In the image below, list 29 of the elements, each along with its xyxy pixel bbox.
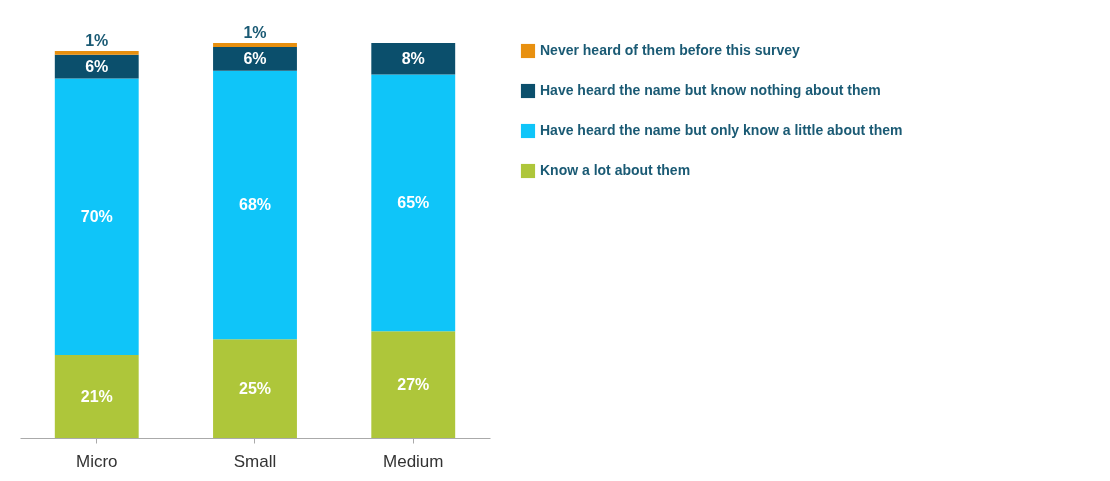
- bar: [213, 43, 297, 47]
- data-label: 6%: [85, 57, 109, 75]
- bar: [213, 46, 297, 71]
- data-label: 27%: [397, 375, 430, 393]
- legend-label: Never heard of them before this survey: [540, 42, 801, 58]
- bar: [54, 54, 139, 79]
- bar: [371, 331, 456, 438]
- data-label: 8%: [401, 49, 425, 67]
- data-label: 68%: [238, 195, 272, 213]
- data-label: 21%: [80, 387, 113, 405]
- x-tick-label: Micro: [75, 451, 118, 471]
- bar: [54, 78, 139, 356]
- bar: [213, 339, 297, 438]
- data-label: 25%: [238, 379, 272, 397]
- x-tick-label: Medium: [383, 451, 444, 471]
- bar: [54, 50, 139, 55]
- legend-label: Have heard the name but only know a little about them: [540, 122, 903, 138]
- data-label: 1%: [243, 24, 267, 41]
- legend-label: Know a lot about them: [540, 162, 691, 178]
- data-label: 65%: [397, 193, 430, 211]
- x-tick-label: Small: [233, 451, 277, 471]
- bar: [371, 43, 456, 75]
- bar: [371, 74, 456, 332]
- bar: [213, 70, 297, 340]
- legend-label: Have heard the name but know nothing about them: [540, 82, 881, 98]
- data-label: 1%: [85, 31, 109, 49]
- data-label: 70%: [80, 207, 113, 225]
- data-label: 6%: [243, 49, 267, 67]
- bar: [54, 355, 139, 438]
